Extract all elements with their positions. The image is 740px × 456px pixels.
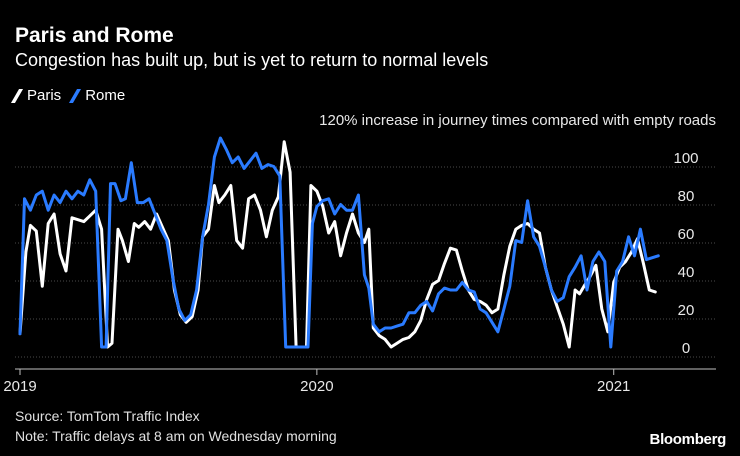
y-tick-20: 20 [678,302,695,319]
x-axis: 2019 2020 2021 [3,368,716,395]
y-tick-40: 40 [678,264,695,281]
legend: Paris Rome [10,87,137,104]
legend-label-rome: Rome [85,87,126,104]
bloomberg-logo: Bloomberg [649,431,727,448]
series-line-rome [18,136,660,349]
legend-item-paris: Paris [10,87,62,104]
y-axis-label: 120% increase in journey times compared … [319,112,716,129]
traffic-note: Note: Traffic delays at 8 am on Wednesda… [15,428,337,444]
source-note: Source: TomTom Traffic Index [15,408,200,424]
y-tick-80: 80 [678,188,695,205]
x-tick-2020: 2020 [300,378,333,395]
legend-label-paris: Paris [27,87,62,104]
y-tick-labels: 0 20 40 60 80 100 [673,150,698,357]
legend-item-rome: Rome [69,87,126,104]
y-tick-0: 0 [682,340,690,357]
chart-subtitle: Congestion has built up, but is yet to r… [15,50,489,70]
y-tick-100: 100 [673,150,698,167]
series-lines [18,136,660,349]
series-line-paris [18,140,657,349]
x-tick-2019: 2019 [3,378,36,395]
y-tick-60: 60 [678,226,695,243]
chart-title: Paris and Rome [15,24,174,47]
x-tick-2021: 2021 [597,378,630,395]
